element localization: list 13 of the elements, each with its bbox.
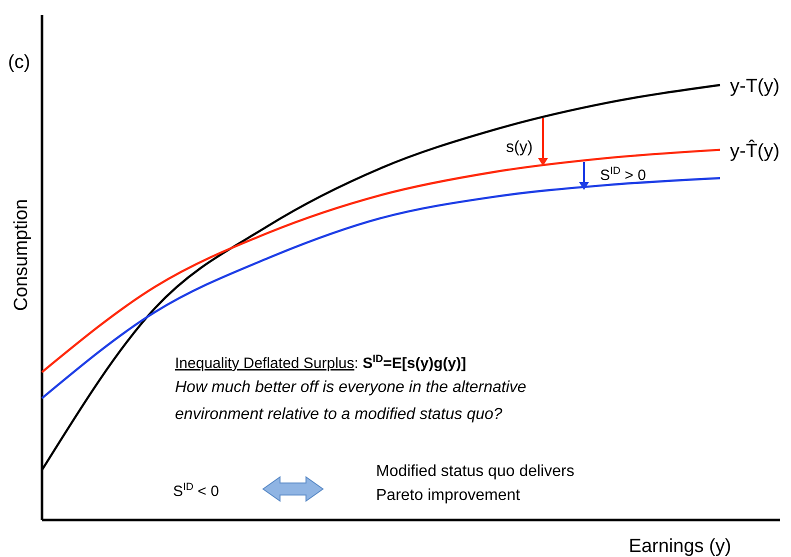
annotation: S$^{ID}$ < 0 xyxy=(173,481,219,500)
text: (c) xyxy=(8,52,30,73)
annotation: How much better off is everyone in the alternative xyxy=(175,379,526,396)
annotation: Modified status quo delivers xyxy=(376,463,574,480)
series-label: y-T(y) xyxy=(730,76,780,97)
x-axis-title: Earnings (y) xyxy=(628,536,732,557)
annotation: Pareto improvement xyxy=(376,487,521,504)
annotation: S$^{ID}$ > 0 xyxy=(600,165,646,184)
annotation: Inequality Deflated Surplus: S$^{ID}$=E[s(y)g(y)] xyxy=(175,353,466,372)
y-axis-title: Consumption xyxy=(11,199,32,311)
series-label: y-T̂(y) xyxy=(730,140,780,162)
annotation: s(y) xyxy=(506,139,533,156)
annotation: environment relative to a modified status quo? xyxy=(175,406,502,423)
